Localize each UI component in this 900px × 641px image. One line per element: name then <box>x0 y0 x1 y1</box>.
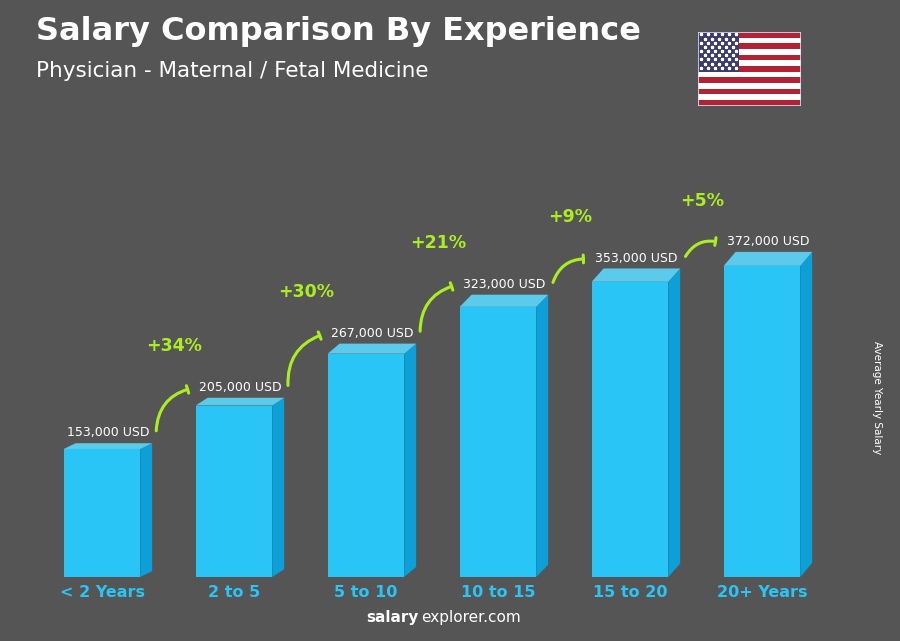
Polygon shape <box>460 307 536 577</box>
Text: 153,000 USD: 153,000 USD <box>67 426 149 439</box>
Polygon shape <box>273 398 284 577</box>
Polygon shape <box>724 266 800 577</box>
Text: Physician - Maternal / Fetal Medicine: Physician - Maternal / Fetal Medicine <box>36 61 428 81</box>
Text: +9%: +9% <box>548 208 592 226</box>
Bar <box>698 54 801 60</box>
Text: 372,000 USD: 372,000 USD <box>726 235 809 248</box>
Polygon shape <box>800 252 812 577</box>
Text: salary: salary <box>366 610 418 625</box>
Bar <box>698 44 801 49</box>
Polygon shape <box>64 443 152 449</box>
Bar <box>698 72 801 78</box>
Polygon shape <box>460 295 548 307</box>
Bar <box>698 88 801 94</box>
Polygon shape <box>536 295 548 577</box>
Text: explorer.com: explorer.com <box>421 610 521 625</box>
Text: +21%: +21% <box>410 235 466 253</box>
Polygon shape <box>328 344 416 354</box>
Polygon shape <box>195 406 273 577</box>
Bar <box>698 60 801 66</box>
Bar <box>698 66 801 72</box>
Polygon shape <box>591 269 680 282</box>
Text: 323,000 USD: 323,000 USD <box>463 278 545 291</box>
Polygon shape <box>195 398 284 406</box>
Text: Salary Comparison By Experience: Salary Comparison By Experience <box>36 16 641 47</box>
Polygon shape <box>140 443 152 577</box>
Bar <box>698 32 801 38</box>
Text: Average Yearly Salary: Average Yearly Salary <box>872 341 883 454</box>
Bar <box>698 32 739 72</box>
Text: 205,000 USD: 205,000 USD <box>199 381 282 394</box>
Polygon shape <box>591 282 669 577</box>
Bar <box>698 78 801 83</box>
Text: 353,000 USD: 353,000 USD <box>595 252 677 265</box>
Bar <box>698 38 801 44</box>
Bar <box>698 100 801 106</box>
Polygon shape <box>404 344 416 577</box>
Text: +34%: +34% <box>146 337 202 356</box>
Polygon shape <box>724 252 812 266</box>
Text: +30%: +30% <box>278 283 334 301</box>
Polygon shape <box>328 354 404 577</box>
Bar <box>698 83 801 88</box>
Polygon shape <box>669 269 680 577</box>
Bar <box>698 49 801 54</box>
Polygon shape <box>64 449 140 577</box>
Text: 267,000 USD: 267,000 USD <box>330 327 413 340</box>
Text: +5%: +5% <box>680 192 724 210</box>
Bar <box>698 94 801 100</box>
